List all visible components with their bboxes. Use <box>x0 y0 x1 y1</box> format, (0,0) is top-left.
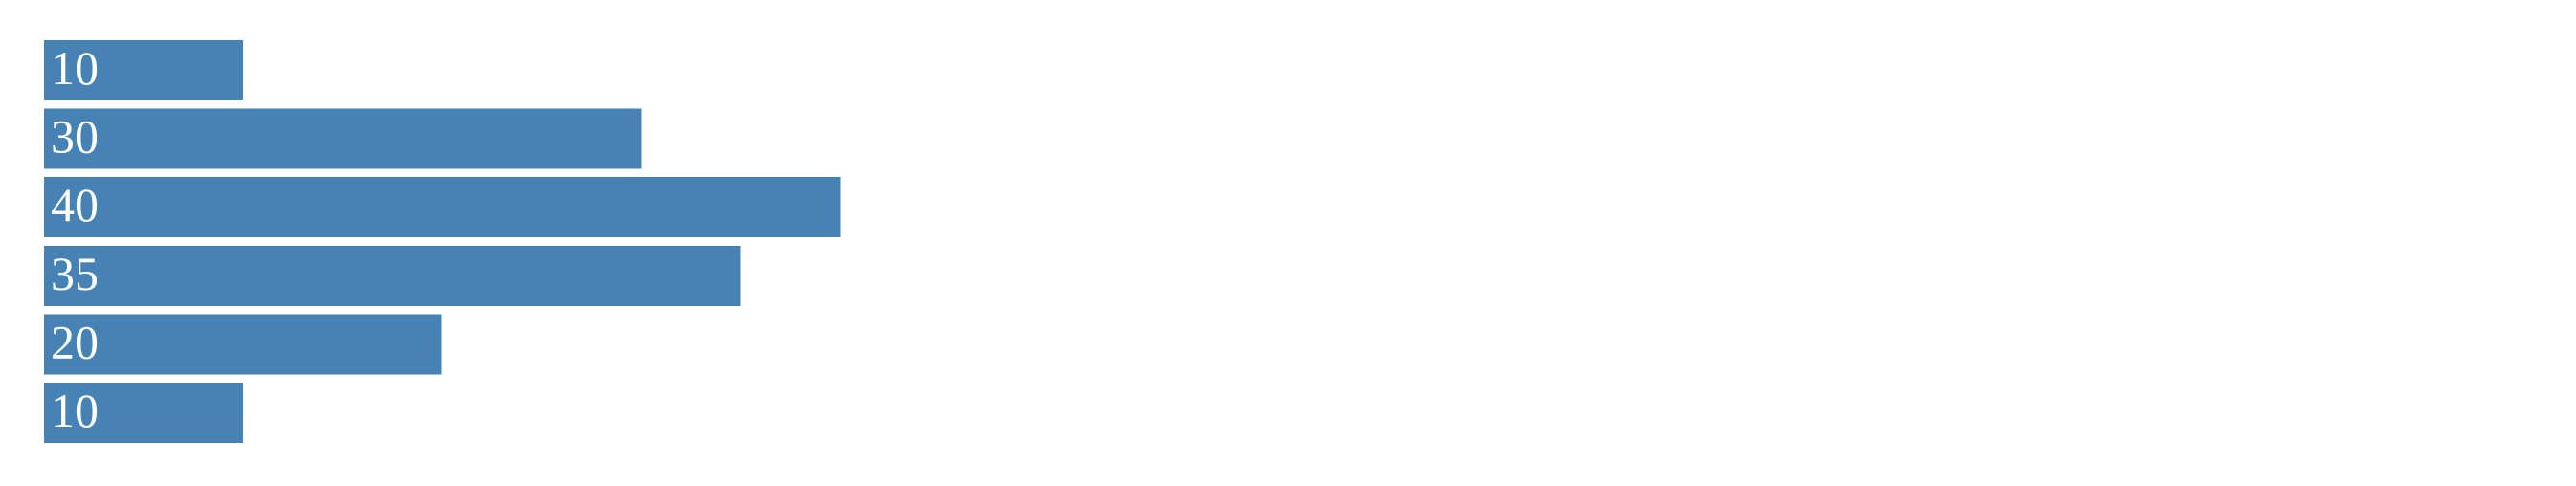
bar-3 <box>44 177 841 238</box>
bar-value-label-1: 10 <box>51 41 99 95</box>
bars-group: 10 30 40 35 20 10 <box>44 40 841 443</box>
bar-value-label-4: 35 <box>51 247 99 300</box>
bar-1 <box>44 40 243 100</box>
bar-6 <box>44 383 243 443</box>
bar-value-label-5: 20 <box>51 315 99 368</box>
bar-4 <box>44 245 741 306</box>
bar-5 <box>44 314 442 375</box>
bar-2 <box>44 108 642 169</box>
bar-value-label-3: 40 <box>51 178 99 232</box>
bar-value-label-6: 10 <box>51 384 99 437</box>
bar-value-label-2: 30 <box>51 110 99 164</box>
